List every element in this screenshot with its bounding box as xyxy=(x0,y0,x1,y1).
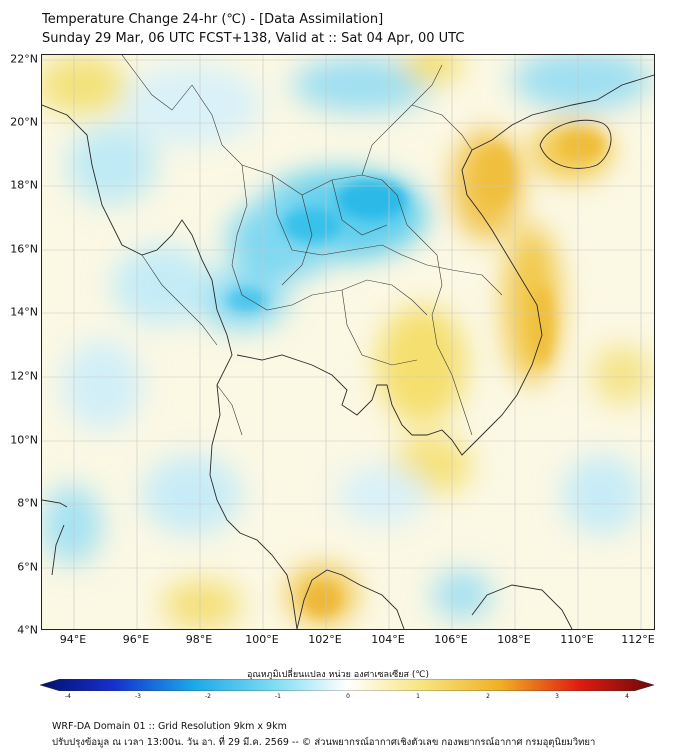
map-subtitle: Sunday 29 Mar, 06 UTC FCST+138, Valid at… xyxy=(42,31,465,46)
lon-label-106e: 106°E xyxy=(434,633,468,646)
map-title: Temperature Change 24-hr (℃) - [Data Ass… xyxy=(42,12,384,27)
colorbar-tick-m3: -3 xyxy=(135,693,141,700)
colorbar-tick-3: 3 xyxy=(555,693,559,700)
lon-label-110e: 110°E xyxy=(560,633,594,646)
field-cores xyxy=(227,131,604,616)
lon-label-94e: 94°E xyxy=(59,633,87,646)
lat-label-18n: 18°N xyxy=(10,178,38,192)
lon-label-104e: 104°E xyxy=(371,633,405,646)
coastlines xyxy=(42,74,654,629)
lat-label-12n: 12°N xyxy=(10,369,38,383)
colorbar-tick-m4: -4 xyxy=(65,693,71,700)
colorbar-ramp xyxy=(40,679,654,691)
colorbar-tick-m2: -2 xyxy=(205,693,211,700)
lon-label-98e: 98°E xyxy=(185,633,213,646)
lat-label-10n: 10°N xyxy=(10,433,38,447)
colorbar-tick-1: 1 xyxy=(416,693,420,700)
lon-label-100e: 100°E xyxy=(245,633,279,646)
lon-label-108e: 108°E xyxy=(497,633,531,646)
graticule xyxy=(42,55,654,629)
colorbar-tick-m1: -1 xyxy=(275,693,281,700)
lat-label-16n: 16°N xyxy=(10,242,38,256)
lat-label-8n: 8°N xyxy=(17,496,38,510)
lon-label-96e: 96°E xyxy=(122,633,150,646)
footer-model-info: WRF-DA Domain 01 :: Grid Resolution 9km … xyxy=(52,721,287,732)
lon-label-112e: 112°E xyxy=(621,633,655,646)
colorbar-tick-4: 4 xyxy=(625,693,629,700)
lat-label-6n: 6°N xyxy=(17,560,38,574)
colorbar-tick-0: 0 xyxy=(346,693,350,700)
colorbar-title: อุณหภูมิเปลี่ยนแปลง หน่วย องศาเซลเซียส (… xyxy=(246,670,430,680)
footer-credit: ปรับปรุงข้อมูล ณ เวลา 13:00น. วัน อา. ที… xyxy=(52,737,596,748)
temperature-change-field xyxy=(42,55,654,629)
lat-label-14n: 14°N xyxy=(10,305,38,319)
lat-label-4n: 4°N xyxy=(17,623,38,637)
map-panel[interactable] xyxy=(41,54,655,630)
lat-label-20n: 20°N xyxy=(10,115,38,129)
colorbar-tick-2: 2 xyxy=(486,693,490,700)
colorbar xyxy=(40,679,654,691)
admin-borders xyxy=(121,55,503,436)
lon-label-102e: 102°E xyxy=(308,633,342,646)
lat-label-22n: 22°N xyxy=(10,52,38,66)
